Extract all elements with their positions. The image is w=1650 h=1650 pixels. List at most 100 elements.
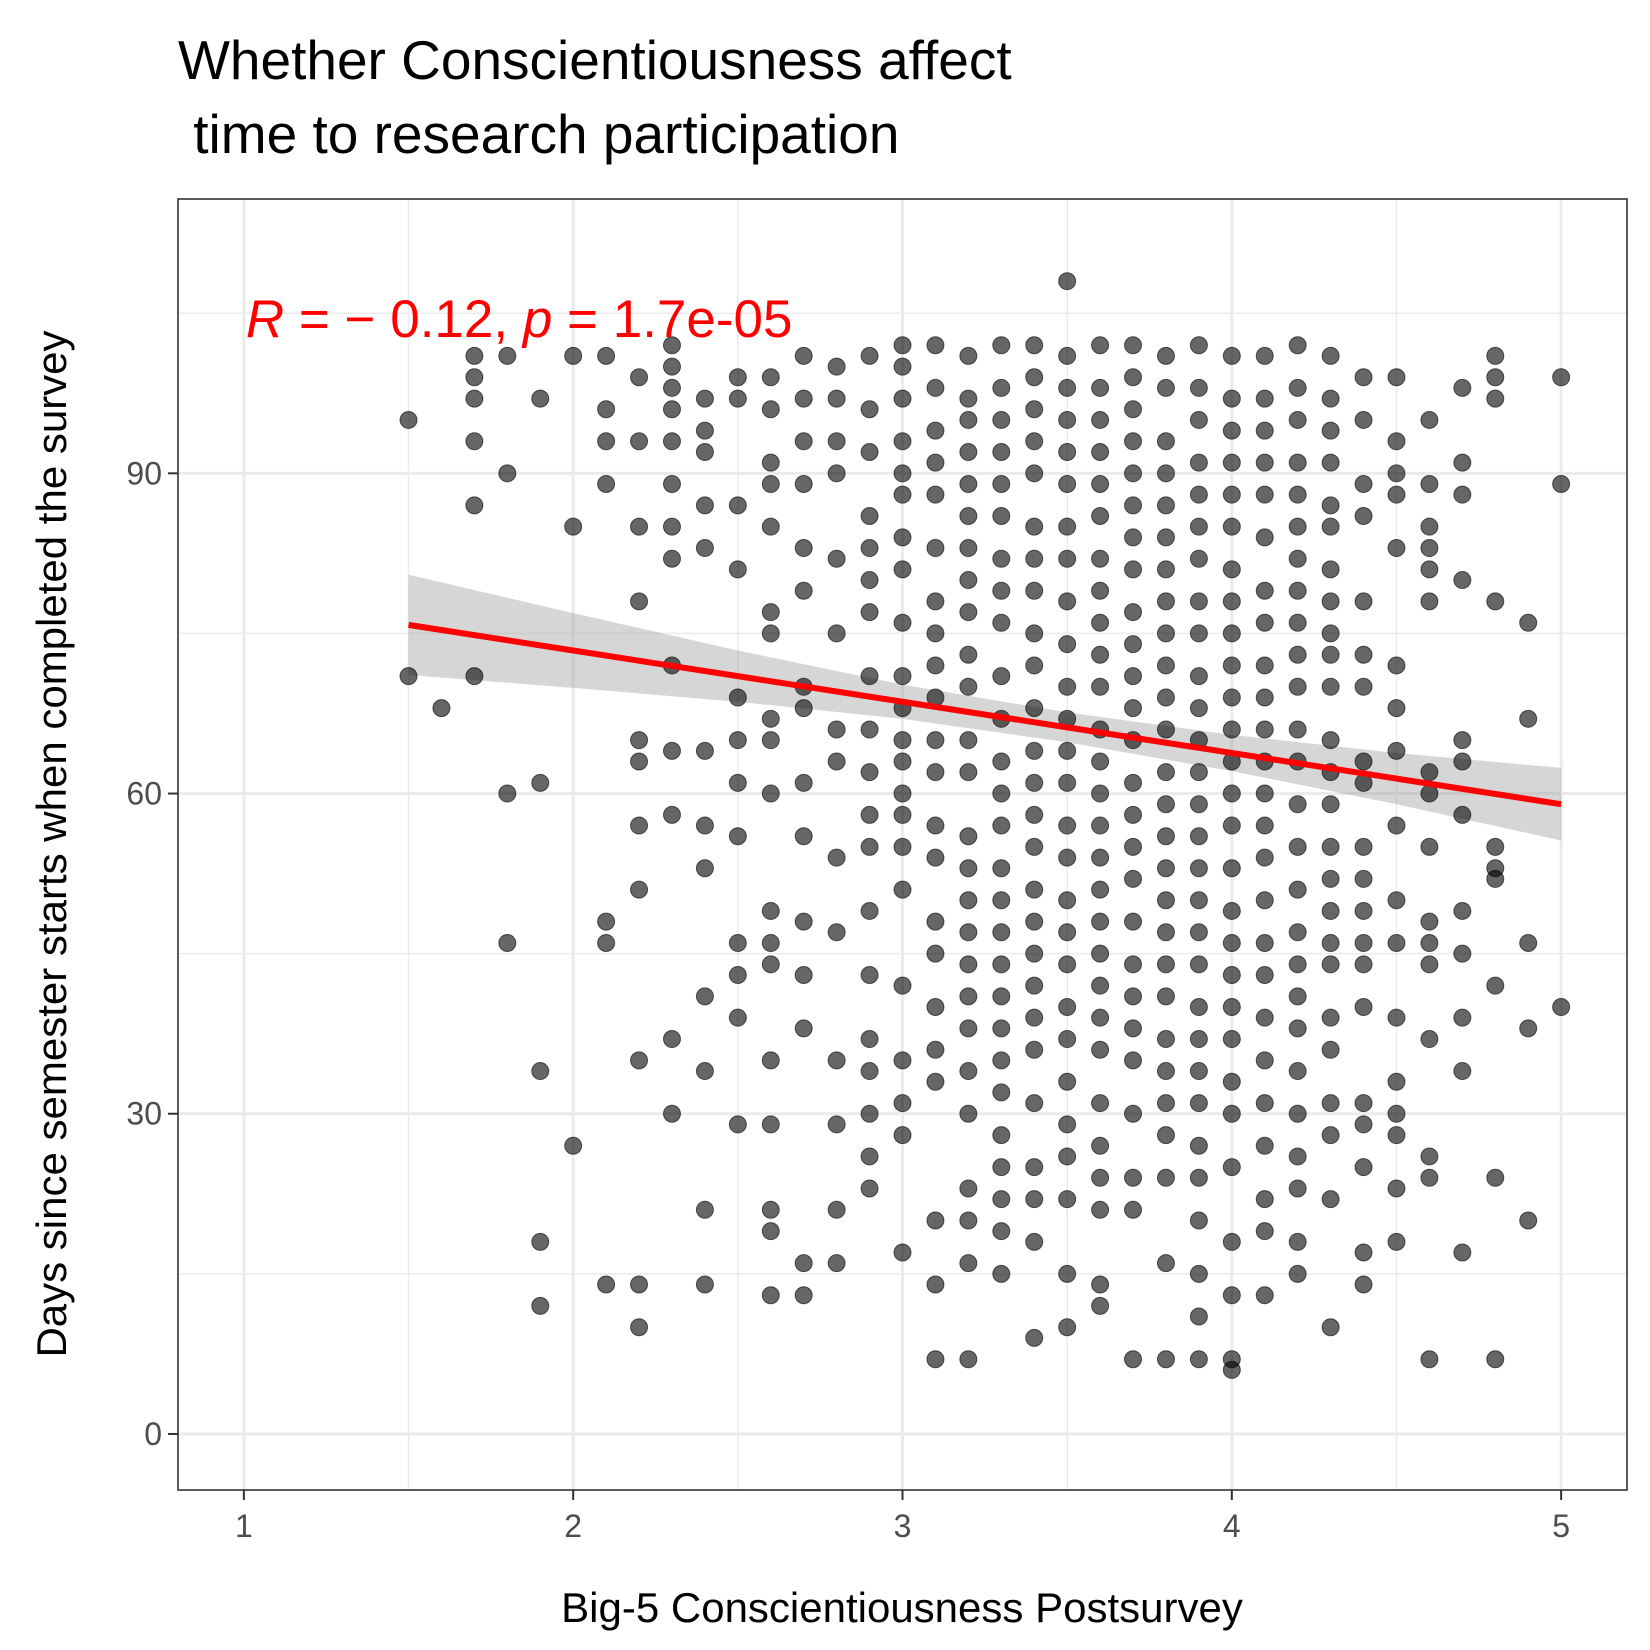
point	[1058, 677, 1077, 696]
point	[893, 784, 912, 803]
point	[597, 346, 616, 365]
point	[728, 368, 747, 387]
point	[465, 667, 484, 686]
point	[1255, 1222, 1274, 1241]
point	[794, 389, 813, 408]
point	[1156, 923, 1175, 942]
point	[1255, 528, 1274, 547]
point	[1058, 272, 1077, 291]
point	[1486, 346, 1505, 365]
point	[1058, 635, 1077, 654]
point	[1453, 731, 1472, 750]
point	[728, 560, 747, 579]
point	[1222, 624, 1241, 643]
point	[1189, 592, 1208, 611]
point	[761, 474, 780, 493]
y-tick-label: 30	[126, 1096, 162, 1132]
point	[1519, 709, 1538, 728]
point	[860, 400, 879, 419]
point	[761, 731, 780, 750]
point	[1189, 1062, 1208, 1081]
point	[662, 378, 681, 397]
point	[1189, 624, 1208, 643]
point	[1189, 763, 1208, 782]
point	[662, 357, 681, 376]
point	[926, 1350, 945, 1369]
point	[1058, 1190, 1077, 1209]
point	[1387, 1126, 1406, 1145]
point	[1091, 976, 1110, 995]
point	[794, 581, 813, 600]
point	[1058, 517, 1077, 536]
point	[1124, 603, 1143, 622]
point	[1321, 1094, 1340, 1113]
point	[1387, 816, 1406, 835]
point	[926, 336, 945, 355]
point	[1124, 987, 1143, 1006]
point	[827, 720, 846, 739]
point	[1222, 656, 1241, 675]
point	[1552, 998, 1571, 1017]
point	[1156, 763, 1175, 782]
point	[1058, 955, 1077, 974]
point	[1255, 1286, 1274, 1305]
point	[1387, 699, 1406, 718]
point	[564, 346, 583, 365]
point	[1124, 635, 1143, 654]
point	[959, 923, 978, 942]
point	[761, 624, 780, 643]
point	[1025, 624, 1044, 643]
point	[1156, 464, 1175, 483]
point	[1354, 1115, 1373, 1134]
point	[992, 816, 1011, 835]
point	[1255, 784, 1274, 803]
fit-line	[408, 621, 1562, 808]
point	[1354, 869, 1373, 888]
point	[662, 336, 681, 355]
point	[399, 410, 418, 429]
point	[1387, 1232, 1406, 1251]
point	[1222, 933, 1241, 952]
point	[893, 731, 912, 750]
point	[959, 539, 978, 558]
point	[1420, 1168, 1439, 1187]
point	[1222, 998, 1241, 1017]
point	[959, 677, 978, 696]
point	[1288, 1264, 1307, 1283]
y-tick-label: 0	[144, 1416, 162, 1452]
point	[1091, 1168, 1110, 1187]
point	[1124, 912, 1143, 931]
point	[926, 656, 945, 675]
point	[1124, 1168, 1143, 1187]
point	[992, 442, 1011, 461]
point	[893, 1051, 912, 1070]
point	[1222, 688, 1241, 707]
point	[1288, 987, 1307, 1006]
point	[1453, 752, 1472, 771]
point	[992, 378, 1011, 397]
point	[1288, 410, 1307, 429]
point	[1025, 1328, 1044, 1347]
point	[1189, 1307, 1208, 1326]
point	[1255, 1008, 1274, 1027]
point	[893, 667, 912, 686]
point	[992, 955, 1011, 974]
point	[1124, 1200, 1143, 1219]
point	[1255, 965, 1274, 984]
point	[1189, 1264, 1208, 1283]
point	[1025, 1232, 1044, 1251]
x-tick-label: 5	[1552, 1508, 1570, 1544]
point	[1288, 1147, 1307, 1166]
point	[1025, 1158, 1044, 1177]
point	[630, 880, 649, 899]
point	[860, 507, 879, 526]
point	[893, 1126, 912, 1145]
point	[1255, 848, 1274, 867]
point	[662, 432, 681, 451]
point	[1025, 880, 1044, 899]
point	[1354, 901, 1373, 920]
point	[1321, 677, 1340, 696]
point	[959, 955, 978, 974]
point	[1387, 1179, 1406, 1198]
point	[1222, 901, 1241, 920]
